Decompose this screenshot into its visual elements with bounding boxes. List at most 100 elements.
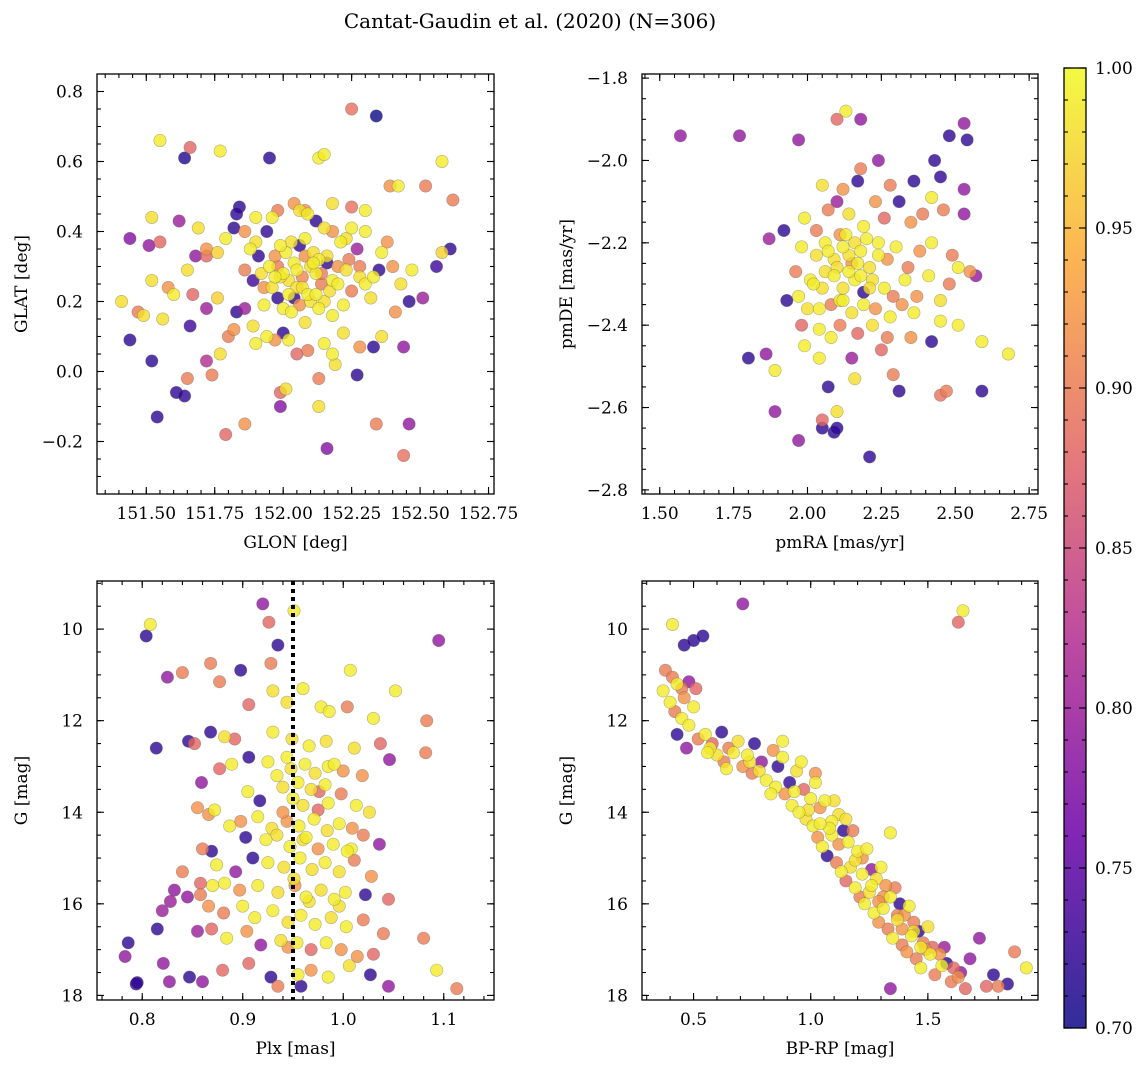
data-point — [202, 899, 216, 913]
data-point — [901, 260, 915, 274]
data-point — [218, 876, 232, 890]
data-point — [257, 298, 271, 312]
data-point — [118, 949, 132, 963]
data-point — [276, 780, 290, 794]
data-point — [200, 242, 214, 256]
data-point — [324, 911, 338, 925]
data-point — [339, 920, 353, 934]
data-point — [922, 269, 936, 283]
data-point — [945, 248, 959, 262]
data-point — [366, 340, 380, 354]
data-point — [809, 224, 823, 238]
data-point — [227, 322, 241, 336]
data-point — [388, 684, 402, 698]
data-point — [266, 725, 280, 739]
data-point — [308, 917, 322, 931]
data-point — [689, 682, 703, 696]
data-point — [417, 931, 431, 945]
data-point — [307, 812, 321, 826]
data-point — [225, 757, 239, 771]
data-point — [234, 663, 248, 677]
data-point — [741, 351, 755, 365]
data-point — [167, 287, 181, 301]
data-point — [358, 225, 372, 239]
data-point — [160, 670, 174, 684]
scatter-points — [656, 597, 1033, 996]
data-point — [350, 368, 364, 382]
data-point — [262, 151, 276, 165]
data-point — [904, 929, 918, 943]
data-point — [759, 773, 773, 787]
data-point — [145, 354, 159, 368]
data-point — [264, 970, 278, 984]
data-point — [246, 319, 260, 333]
data-point — [886, 368, 900, 382]
data-point — [273, 399, 287, 413]
data-point — [435, 246, 449, 260]
data-point — [895, 298, 909, 312]
data-point — [220, 931, 234, 945]
data-point — [860, 842, 874, 856]
data-point — [213, 144, 227, 158]
x-tick-label: 0.9 — [229, 1010, 256, 1030]
data-point — [153, 134, 167, 148]
data-point — [233, 883, 247, 897]
scatter-points — [673, 104, 1015, 464]
data-point — [854, 162, 868, 176]
data-point — [230, 207, 244, 221]
data-point — [416, 291, 430, 305]
data-point — [304, 963, 318, 977]
data-point — [204, 725, 218, 739]
data-point — [854, 269, 868, 283]
data-point — [363, 968, 377, 982]
data-point — [663, 695, 677, 709]
data-point — [914, 940, 928, 954]
plot-frame — [96, 580, 495, 1001]
y-axis-label: pmDE [mas/yr] — [557, 219, 577, 349]
panel-bprp-g: 0.5 1.0 1.5 10 12 14 16 18 BP-RP [mag] G [mag] — [557, 580, 1039, 1059]
data-point — [175, 865, 189, 879]
data-point — [902, 899, 916, 913]
data-point — [340, 700, 354, 714]
data-point — [397, 340, 411, 354]
data-point — [815, 178, 829, 192]
data-point — [285, 732, 299, 746]
data-point — [848, 881, 862, 895]
data-point — [253, 794, 267, 808]
data-point — [446, 193, 460, 207]
data-point — [960, 133, 974, 147]
data-point — [877, 211, 891, 225]
data-point — [958, 982, 972, 996]
data-point — [204, 656, 218, 670]
data-point — [679, 741, 693, 755]
data-point — [294, 908, 308, 922]
data-point — [957, 182, 971, 196]
data-point — [939, 384, 953, 398]
data-point — [332, 865, 346, 879]
data-point — [238, 263, 252, 277]
x-tick-label: 152.50 — [390, 504, 449, 524]
data-point — [260, 329, 274, 343]
data-point — [740, 748, 754, 762]
data-point — [789, 265, 803, 279]
data-point — [294, 979, 308, 993]
data-point — [812, 322, 826, 336]
data-point — [259, 833, 273, 847]
data-point — [188, 737, 202, 751]
figure-title: Cantat-Gaudin et al. (2020) (N=306) — [344, 9, 716, 33]
data-point — [249, 211, 263, 225]
data-point — [382, 753, 396, 767]
data-point — [219, 232, 233, 246]
data-point — [809, 248, 823, 262]
data-point — [900, 945, 914, 959]
y-tick-label: −2.4 — [587, 316, 628, 336]
data-point — [824, 330, 838, 344]
data-point — [925, 191, 939, 205]
data-point — [345, 284, 359, 298]
scatter-points — [118, 597, 464, 996]
y-tick-label: −0.2 — [42, 433, 83, 453]
data-point — [319, 936, 333, 950]
y-tick-label: 14 — [606, 803, 628, 823]
data-point — [776, 734, 790, 748]
data-point — [271, 979, 285, 993]
